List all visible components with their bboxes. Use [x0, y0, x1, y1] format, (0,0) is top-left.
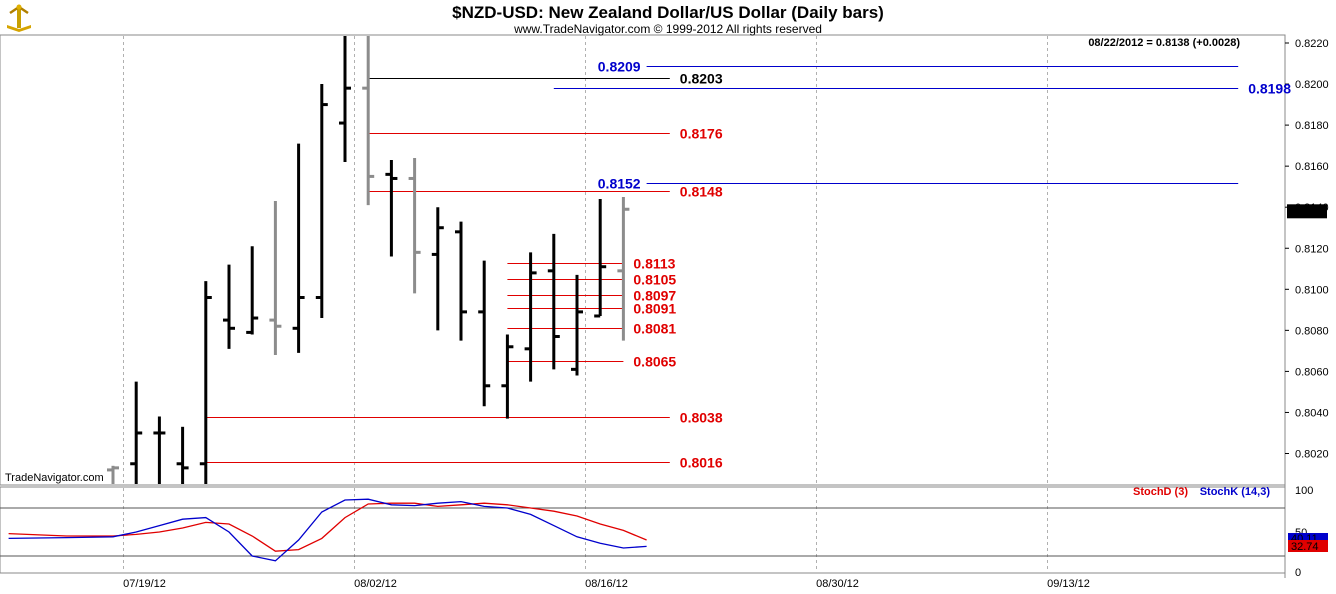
ohlc-bar: [176, 426, 189, 484]
price-axis: 0.82200.82000.81800.81600.81400.81200.81…: [1285, 38, 1329, 461]
chart-title: $NZD-USD: New Zealand Dollar/US Dollar (…: [452, 3, 884, 22]
ohlc-bar: [455, 221, 467, 341]
stochk-line: [8, 498, 647, 562]
level-label: 0.8148: [680, 184, 723, 200]
ohlc-bar: [385, 159, 398, 257]
legend-stochk: StochK (14,3): [1200, 486, 1271, 498]
stochd-line: [8, 502, 647, 552]
brand-logo-icon: [4, 3, 34, 33]
stochd-value-label: 32.74: [1291, 541, 1319, 553]
ohlc-bar: [547, 233, 560, 370]
ohlc-bar: [199, 281, 212, 484]
date-tick-label: 07/19/12: [123, 578, 166, 590]
price-tick-label: 0.8180: [1295, 120, 1329, 132]
date-tick-label: 08/16/12: [585, 578, 628, 590]
ohlc-bar: [571, 274, 583, 376]
last-quote: 08/22/2012 = 0.8138 (+0.0028): [1088, 37, 1240, 49]
ohlc-bar: [339, 36, 351, 163]
level-label: 0.8038: [680, 410, 723, 426]
level-label: 0.8209: [598, 59, 641, 75]
date-axis: 07/19/12 08/02/12 08/16/12 08/30/12 09/13/12: [123, 578, 1090, 590]
price-tick-label: 0.8020: [1295, 449, 1329, 461]
price-tick-label: 0.8200: [1295, 79, 1329, 91]
stochk-value-tag: [1288, 533, 1328, 544]
price-tick-label: 0.8120: [1295, 243, 1329, 255]
level-label: 0.8176: [680, 126, 723, 142]
stoch-tick-label: 0: [1295, 567, 1301, 579]
stoch-tick-label: 100: [1295, 485, 1313, 497]
ohlc-bar: [431, 207, 444, 331]
price-panel: [0, 34, 1286, 486]
price-tick-label: 0.8040: [1295, 407, 1329, 419]
last-price-tag: [1287, 204, 1327, 219]
vertical-gridlines: [123, 36, 1048, 572]
stochd-value-tag: [1288, 540, 1328, 552]
ohlc-bar: [315, 84, 328, 319]
date-tick-label: 08/30/12: [816, 578, 859, 590]
ohlc-bar: [408, 157, 421, 294]
level-label: 0.8203: [680, 71, 723, 87]
ohlc-bar: [362, 36, 375, 206]
ohlc-bar: [107, 465, 119, 484]
price-tick-label: 0.8060: [1295, 366, 1329, 378]
price-tick-label: 0.8100: [1295, 284, 1329, 296]
ohlc-bar: [478, 260, 491, 407]
price-tick-label: 0.8220: [1295, 38, 1329, 50]
last-price-tag-label: 0.8138: [1290, 206, 1324, 218]
ohlc-bars: [107, 36, 630, 484]
ohlc-bar: [130, 381, 143, 484]
ohlc-bar: [269, 201, 282, 355]
price-tick-label: 0.8160: [1295, 161, 1329, 173]
level-label: 0.8105: [633, 272, 676, 288]
ohlc-bar: [223, 264, 235, 349]
level-label: 0.8091: [633, 301, 676, 317]
ohlc-bar: [501, 334, 514, 419]
level-label: 0.8113: [633, 256, 675, 272]
ohlc-bar: [153, 416, 166, 484]
ohlc-bar: [524, 252, 537, 382]
ohlc-bar: [594, 198, 607, 318]
level-label: 0.8097: [633, 288, 676, 304]
copyright-text: www.TradeNavigator.com © 1999-2012 All r…: [513, 22, 822, 36]
ohlc-bar: [617, 196, 630, 341]
legend-stochd: StochD (3): [1133, 486, 1188, 498]
level-lines: 0.8209 0.8203 0.8198 0.8176 0.8152 0.8148 0.81…: [205, 59, 1291, 471]
level-label: 0.8152: [598, 176, 641, 192]
date-tick-label: 09/13/12: [1047, 578, 1090, 590]
price-tick-label: 0.8080: [1295, 325, 1329, 337]
level-label: 0.8065: [633, 354, 676, 370]
ohlc-bar: [246, 246, 259, 335]
level-label: 0.8016: [680, 455, 723, 471]
level-label: 0.8198: [1248, 81, 1291, 97]
oscillator-panel: [0, 486, 1286, 574]
ohlc-bar: [292, 143, 305, 353]
level-label: 0.8081: [633, 321, 676, 337]
watermark: TradeNavigator.com: [5, 472, 104, 484]
date-tick-label: 08/02/12: [354, 578, 397, 590]
